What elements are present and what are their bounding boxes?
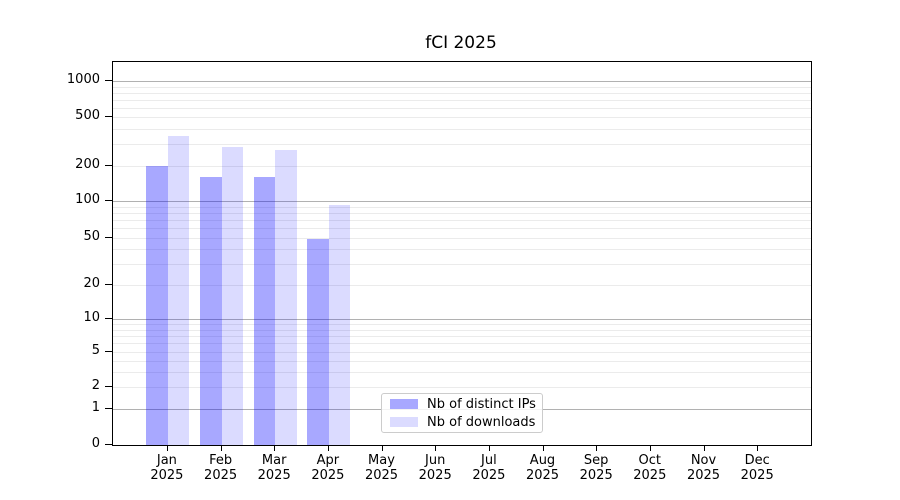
x-tick-mark [381,445,383,451]
x-tick-label-oct: Oct 2025 [633,453,667,483]
bar-downloads-jan [167,135,190,445]
x-tick-mark [596,445,598,451]
gridline-minor [113,220,811,221]
gridline-major [113,81,811,82]
y-tick-label: 1 [91,400,100,415]
bar-distinct-ips-apr [307,239,329,445]
x-tick-mark [757,445,759,451]
gridline-minor [113,228,811,230]
y-tick-label: 20 [83,276,100,291]
gridline-minor [113,165,811,167]
gridline-minor [113,264,811,266]
legend-row-downloads: Nb of downloads [382,415,542,430]
y-tick-mark [105,386,112,387]
y-tick-mark [105,237,112,238]
gridline-minor [113,343,811,345]
x-tick-label-jun: Jun 2025 [418,453,452,483]
y-tick-label: 2 [91,378,100,393]
y-tick-mark [105,200,112,201]
y-tick-mark [105,164,112,166]
y-tick-mark [105,408,112,409]
gridline-minor [113,285,811,286]
gridline-minor [113,107,811,109]
gridline-major [113,319,811,320]
legend-row-distinct-ips: Nb of distinct IPs [382,397,542,412]
gridline-minor [113,336,811,337]
y-tick-label: 10 [83,310,100,325]
gridline-minor [113,249,811,251]
gridline-minor [113,128,811,130]
y-tick-label: 100 [75,192,100,207]
gridline-minor [113,387,811,388]
y-tick-mark [105,444,112,445]
gridline-major [113,201,811,202]
x-tick-mark [703,445,705,451]
y-tick-mark [105,284,112,285]
x-tick-mark [220,445,222,451]
gridline-minor [113,144,811,145]
legend-swatch-distinct-ips [390,399,418,409]
x-tick-label-may: May 2025 [364,453,399,483]
y-tick-label: 50 [83,229,100,244]
x-tick-label-apr: Apr 2025 [311,453,345,483]
gridline-minor [113,117,811,118]
y-tick-label: 1000 [66,72,100,87]
legend-swatch-downloads [390,417,418,427]
legend: Nb of distinct IPs Nb of downloads [381,393,543,433]
plot-area: Nb of distinct IPs Nb of downloads [112,61,812,446]
y-tick-mark [105,116,112,117]
bar-distinct-ips-feb [200,176,222,445]
gridline-minor [113,86,811,88]
x-tick-label-aug: Aug 2025 [525,453,560,483]
y-tick-label: 5 [91,343,100,358]
y-tick-label: 500 [75,108,100,123]
x-tick-mark [435,445,437,451]
chart-title: fCI 2025 [425,33,497,53]
x-tick-label-dec: Dec 2025 [740,453,774,483]
bar-downloads-apr [328,204,351,445]
y-tick-label: 0 [91,436,100,451]
legend-label-downloads: Nb of downloads [427,414,536,430]
x-tick-label-jan: Jan 2025 [150,453,184,483]
y-tick-mark [105,318,112,319]
x-tick-label-nov: Nov 2025 [686,453,721,483]
x-tick-mark [166,445,168,451]
bar-downloads-feb [221,146,244,445]
gridline-minor [113,329,811,331]
y-tick-label: 200 [75,156,100,172]
y-tick-mark [105,351,112,352]
gridline-minor [113,324,811,325]
x-tick-label-jul: Jul 2025 [472,453,506,483]
x-tick-label-sep: Sep 2025 [579,453,613,483]
legend-label-distinct-ips: Nb of distinct IPs [427,396,536,412]
gridline-minor [113,92,811,94]
x-tick-mark [327,445,329,451]
x-tick-mark [274,445,276,451]
gridline-minor [113,238,811,239]
x-tick-mark [649,445,651,451]
bar-downloads-mar [275,149,297,445]
bar-distinct-ips-jan [146,165,168,445]
x-tick-mark [542,445,544,451]
bar-distinct-ips-mar [253,176,276,445]
gridline-minor [113,352,811,353]
gridline-minor [113,206,811,208]
x-tick-mark [488,445,490,451]
x-tick-label-mar: Mar 2025 [257,453,291,483]
gridline-minor [113,371,811,373]
y-tick-mark [105,80,112,81]
gridline-minor [113,360,811,362]
gridline-minor [113,212,811,214]
gridline-minor [113,99,811,101]
x-tick-label-feb: Feb 2025 [204,453,238,483]
